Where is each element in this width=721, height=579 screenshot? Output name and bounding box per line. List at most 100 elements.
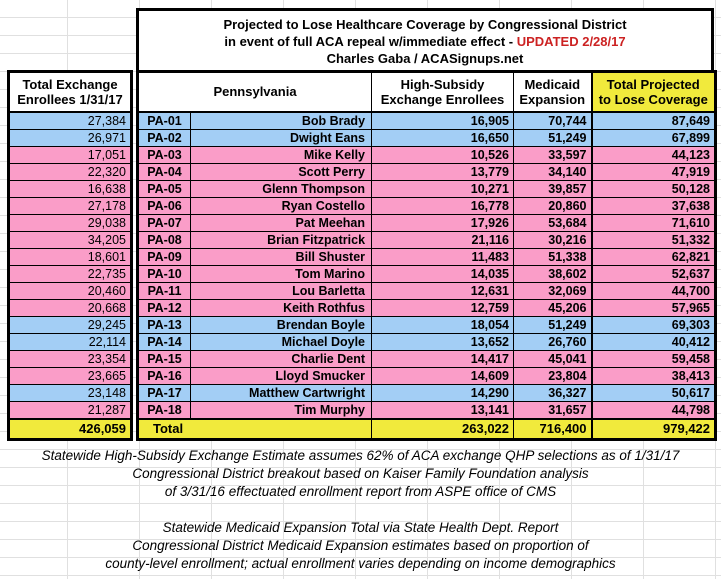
total-coverage-cell[interactable]: 69,303 (590, 315, 717, 334)
district-cell[interactable]: PA-10 (137, 264, 191, 283)
medicaid-cell[interactable]: 70,744 (513, 111, 593, 130)
exchange-enrollees-cell[interactable]: 23,148 (8, 383, 132, 402)
district-cell[interactable]: PA-03 (137, 145, 191, 164)
medicaid-cell[interactable]: 51,249 (513, 315, 593, 334)
exchange-enrollees-cell[interactable]: 21,287 (8, 400, 132, 419)
district-cell[interactable]: PA-01 (137, 111, 191, 130)
representative-cell[interactable]: Keith Rothfus (189, 298, 373, 317)
high-subsidy-cell[interactable]: 16,778 (371, 196, 515, 215)
medicaid-cell[interactable]: 45,206 (513, 298, 593, 317)
representative-cell[interactable]: Michael Doyle (189, 332, 373, 351)
representative-cell[interactable]: Dwight Eans (189, 128, 373, 147)
total-coverage-cell[interactable]: 40,412 (590, 332, 717, 351)
total-coverage-cell[interactable]: 87,649 (590, 111, 717, 130)
total-coverage-cell[interactable]: 71,610 (590, 213, 717, 232)
total-coverage-cell[interactable]: 50,128 (590, 179, 717, 198)
exchange-total-cell[interactable]: 426,059 (8, 417, 132, 440)
district-cell[interactable]: PA-05 (137, 179, 191, 198)
total-row-label[interactable]: Total (136, 417, 373, 440)
representative-cell[interactable]: Tim Murphy (189, 400, 373, 419)
high-subsidy-cell[interactable]: 12,759 (371, 298, 515, 317)
exchange-enrollees-cell[interactable]: 22,320 (8, 162, 132, 181)
representative-cell[interactable]: Mike Kelly (189, 145, 373, 164)
exchange-enrollees-cell[interactable]: 27,384 (8, 111, 132, 130)
exchange-enrollees-cell[interactable]: 23,354 (8, 349, 132, 368)
medicaid-cell[interactable]: 38,602 (513, 264, 593, 283)
high-subsidy-cell[interactable]: 14,290 (371, 383, 515, 402)
district-cell[interactable]: PA-15 (137, 349, 191, 368)
total-coverage-cell[interactable]: 51,332 (590, 230, 717, 249)
total-coverage-cell[interactable]: 67,899 (590, 128, 717, 147)
representative-cell[interactable]: Matthew Cartwright (189, 383, 373, 402)
total-coverage-total-cell[interactable]: 979,422 (590, 417, 717, 440)
district-cell[interactable]: PA-04 (137, 162, 191, 181)
total-coverage-cell[interactable]: 59,458 (590, 349, 717, 368)
medicaid-cell[interactable]: 30,216 (513, 230, 593, 249)
exchange-enrollees-cell[interactable]: 16,638 (8, 179, 132, 198)
district-cell[interactable]: PA-17 (137, 383, 191, 402)
district-cell[interactable]: PA-13 (137, 315, 191, 334)
high-subsidy-cell[interactable]: 10,526 (371, 145, 515, 164)
representative-cell[interactable]: Tom Marino (189, 264, 373, 283)
district-cell[interactable]: PA-09 (137, 247, 191, 266)
district-cell[interactable]: PA-07 (137, 213, 191, 232)
district-cell[interactable]: PA-14 (137, 332, 191, 351)
medicaid-cell[interactable]: 20,860 (513, 196, 593, 215)
medicaid-cell[interactable]: 36,327 (513, 383, 593, 402)
representative-cell[interactable]: Lloyd Smucker (189, 366, 373, 385)
district-cell[interactable]: PA-06 (137, 196, 191, 215)
high-subsidy-cell[interactable]: 18,054 (371, 315, 515, 334)
medicaid-cell[interactable]: 45,041 (513, 349, 593, 368)
total-coverage-cell[interactable]: 47,919 (590, 162, 717, 181)
medicaid-cell[interactable]: 32,069 (513, 281, 593, 300)
representative-cell[interactable]: Scott Perry (189, 162, 373, 181)
medicaid-cell[interactable]: 51,249 (513, 128, 593, 147)
representative-cell[interactable]: Brian Fitzpatrick (189, 230, 373, 249)
exchange-enrollees-cell[interactable]: 18,601 (8, 247, 132, 266)
high-subsidy-cell[interactable]: 13,652 (371, 332, 515, 351)
medicaid-cell[interactable]: 23,804 (513, 366, 593, 385)
total-high-subsidy-cell[interactable]: 263,022 (371, 417, 515, 440)
exchange-enrollees-cell[interactable]: 26,971 (8, 128, 132, 147)
medicaid-cell[interactable]: 53,684 (513, 213, 593, 232)
exchange-enrollees-cell[interactable]: 27,178 (8, 196, 132, 215)
medicaid-cell[interactable]: 26,760 (513, 332, 593, 351)
representative-cell[interactable]: Ryan Costello (189, 196, 373, 215)
medicaid-cell[interactable]: 31,657 (513, 400, 593, 419)
total-coverage-cell[interactable]: 37,638 (590, 196, 717, 215)
district-cell[interactable]: PA-08 (137, 230, 191, 249)
exchange-enrollees-cell[interactable]: 22,114 (8, 332, 132, 351)
representative-cell[interactable]: Pat Meehan (189, 213, 373, 232)
exchange-enrollees-cell[interactable]: 17,051 (8, 145, 132, 164)
high-subsidy-cell[interactable]: 13,779 (371, 162, 515, 181)
representative-cell[interactable]: Bob Brady (189, 111, 373, 130)
total-coverage-cell[interactable]: 57,965 (590, 298, 717, 317)
high-subsidy-cell[interactable]: 17,926 (371, 213, 515, 232)
exchange-enrollees-cell[interactable]: 29,038 (8, 213, 132, 232)
total-coverage-cell[interactable]: 52,637 (590, 264, 717, 283)
representative-cell[interactable]: Lou Barletta (189, 281, 373, 300)
high-subsidy-cell[interactable]: 10,271 (371, 179, 515, 198)
exchange-enrollees-cell[interactable]: 29,245 (8, 315, 132, 334)
high-subsidy-cell[interactable]: 16,905 (371, 111, 515, 130)
total-coverage-cell[interactable]: 50,617 (590, 383, 717, 402)
district-cell[interactable]: PA-18 (137, 400, 191, 419)
medicaid-cell[interactable]: 51,338 (513, 247, 593, 266)
medicaid-cell[interactable]: 39,857 (513, 179, 593, 198)
total-coverage-cell[interactable]: 38,413 (590, 366, 717, 385)
representative-cell[interactable]: Bill Shuster (189, 247, 373, 266)
high-subsidy-cell[interactable]: 14,609 (371, 366, 515, 385)
representative-cell[interactable]: Charlie Dent (189, 349, 373, 368)
exchange-enrollees-cell[interactable]: 20,460 (8, 281, 132, 300)
exchange-enrollees-cell[interactable]: 22,735 (8, 264, 132, 283)
district-cell[interactable]: PA-16 (137, 366, 191, 385)
total-medicaid-cell[interactable]: 716,400 (513, 417, 593, 440)
district-cell[interactable]: PA-11 (137, 281, 191, 300)
total-coverage-cell[interactable]: 44,123 (590, 145, 717, 164)
high-subsidy-cell[interactable]: 21,116 (371, 230, 515, 249)
total-coverage-cell[interactable]: 44,700 (590, 281, 717, 300)
medicaid-cell[interactable]: 33,597 (513, 145, 593, 164)
district-cell[interactable]: PA-12 (137, 298, 191, 317)
high-subsidy-cell[interactable]: 16,650 (371, 128, 515, 147)
exchange-enrollees-cell[interactable]: 23,665 (8, 366, 132, 385)
